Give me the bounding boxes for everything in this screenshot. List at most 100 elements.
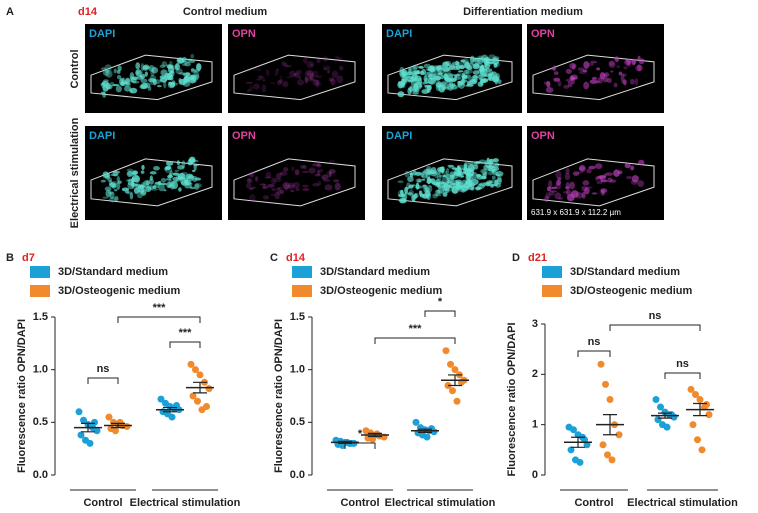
- signal: [404, 170, 410, 178]
- signal: [434, 174, 439, 179]
- signal: [309, 72, 314, 81]
- signal: [188, 60, 196, 63]
- signal: [419, 70, 425, 76]
- signal: [427, 65, 435, 73]
- signal: [163, 80, 167, 89]
- signal: [613, 169, 621, 177]
- signal: [296, 69, 303, 75]
- signal: [308, 167, 316, 174]
- signal: [474, 164, 479, 170]
- signal: [571, 63, 576, 70]
- legend-swatch: [30, 266, 50, 278]
- signal: [276, 187, 281, 196]
- signal: [421, 193, 429, 199]
- signal: [153, 165, 160, 171]
- significance-bracket: [87, 377, 119, 384]
- signal: [255, 78, 262, 81]
- data-point: [157, 395, 165, 403]
- signal: [457, 186, 465, 193]
- stain-label: DAPI: [386, 28, 412, 40]
- signal: [295, 187, 300, 192]
- signal: [276, 68, 280, 71]
- signal: [339, 65, 344, 71]
- signal: [626, 59, 631, 67]
- signal: [458, 171, 465, 176]
- signal: [591, 76, 598, 80]
- stain-label: DAPI: [89, 28, 115, 40]
- data-point: [449, 387, 456, 395]
- signal: [476, 175, 484, 180]
- signal: [312, 70, 319, 78]
- data-point: [597, 360, 605, 368]
- signal: [145, 186, 152, 192]
- signal: [303, 57, 308, 64]
- signal: [184, 180, 192, 186]
- signal: [104, 70, 109, 73]
- data-point: [123, 423, 131, 431]
- signal: [115, 85, 123, 93]
- y-tick-label: 1: [532, 419, 538, 431]
- signal: [449, 171, 456, 178]
- signal: [448, 64, 456, 71]
- signal: [131, 174, 140, 183]
- signal: [288, 185, 294, 188]
- signal: [152, 78, 157, 86]
- signal: [130, 77, 137, 84]
- signal: [271, 187, 277, 191]
- signal: [158, 183, 165, 192]
- signal: [488, 58, 494, 61]
- signal: [274, 178, 282, 183]
- signal: [317, 180, 322, 186]
- signal: [588, 62, 595, 67]
- data-point: [194, 397, 201, 405]
- signal: [581, 191, 586, 199]
- signal: [262, 79, 266, 82]
- signal: [266, 184, 275, 188]
- column-label: Differentiation medium: [463, 6, 583, 18]
- signal: [481, 175, 487, 180]
- legend-swatch: [542, 266, 562, 278]
- signal: [150, 69, 155, 77]
- signal: [301, 184, 309, 188]
- signal: [157, 85, 162, 88]
- signal: [176, 160, 180, 166]
- signal: [620, 80, 626, 84]
- data-point: [602, 380, 609, 388]
- signal: [638, 159, 645, 166]
- signal: [279, 189, 284, 195]
- signal: [589, 79, 598, 84]
- signal: [451, 185, 459, 194]
- stain-label: OPN: [531, 130, 555, 142]
- signal: [316, 170, 321, 176]
- signal: [106, 84, 113, 90]
- signal: [546, 80, 551, 88]
- data-point: [75, 408, 83, 416]
- signal: [188, 156, 196, 164]
- signal: [583, 81, 590, 90]
- signal: [315, 79, 320, 88]
- significance-bracket: [424, 310, 456, 317]
- signal: [401, 78, 408, 81]
- signal: [256, 68, 262, 71]
- day-label: d14: [78, 6, 98, 18]
- signal: [307, 77, 315, 82]
- signal: [482, 79, 487, 84]
- signal: [253, 83, 260, 90]
- legend-swatch: [292, 266, 312, 278]
- signal: [557, 80, 562, 87]
- scale-label: 631.9 x 631.9 x 112.2 µm: [531, 208, 621, 217]
- signal: [607, 177, 613, 183]
- signal: [455, 181, 462, 187]
- y-tick-label: 3: [532, 318, 538, 330]
- group-label: Electrical stimulation: [130, 497, 241, 509]
- signal: [434, 193, 442, 197]
- signal: [412, 91, 419, 95]
- signal: [154, 181, 162, 185]
- signal: [105, 69, 113, 78]
- signal: [438, 181, 445, 185]
- signal: [325, 171, 332, 178]
- signal: [488, 54, 496, 60]
- signal: [557, 177, 562, 181]
- error-bar: [571, 436, 585, 448]
- signal: [491, 57, 500, 66]
